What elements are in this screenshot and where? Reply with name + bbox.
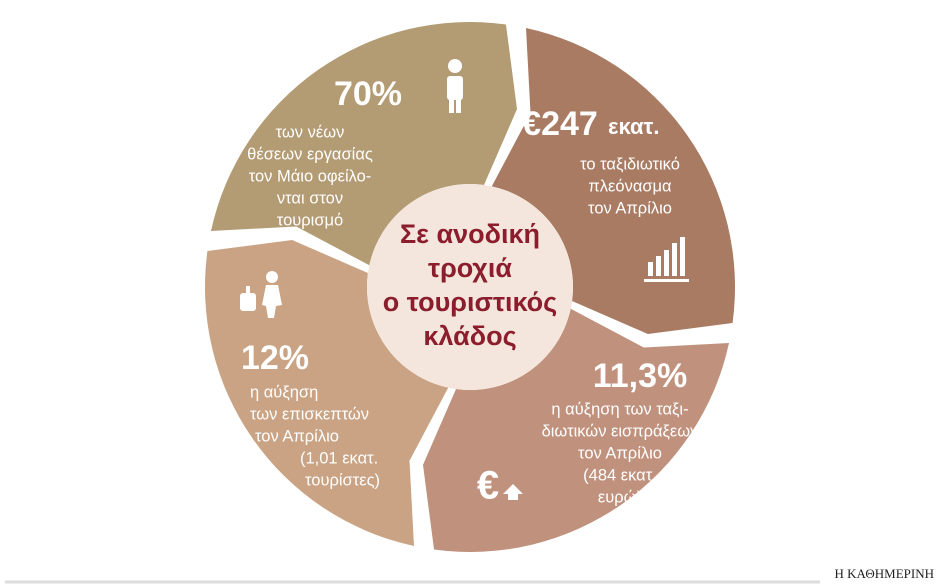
segment-line: πλεόνασμα: [588, 177, 672, 195]
title-line: Σε ανοδική: [400, 219, 540, 249]
segment: [205, 239, 449, 547]
segment-line: τον Μάιο οφείλο-: [249, 167, 372, 185]
svg-text:€: €: [477, 464, 499, 508]
title-line: κλάδος: [423, 321, 516, 351]
segment-line: των νέων: [276, 123, 345, 141]
center-disc: [367, 184, 573, 390]
segment-line: νται στον: [277, 189, 343, 207]
segment: [210, 21, 518, 266]
segment-line: τον Απρίλιο: [578, 444, 662, 462]
stat: 70%: [334, 75, 402, 113]
segment-line: η αύξηση: [250, 383, 318, 401]
brand: Η ΚΑΘΗΜΕΡΙΝΗ: [835, 566, 935, 581]
stat: 12%: [241, 339, 309, 377]
segment-line: τουρίστες): [305, 471, 380, 489]
title-line: ο τουριστικός: [383, 287, 557, 317]
segment-line: διωτικών εισπράξεων: [542, 422, 699, 440]
texts: Σε ανοδική τροχιά ο τουριστικός κλάδος 70% τω…: [241, 75, 698, 506]
euro-icon: €: [477, 464, 523, 508]
segment-line: τον Απρίλιο: [588, 199, 672, 217]
stat-unit: εκατ.: [608, 114, 659, 139]
segment-line: το ταξιδιωτικό: [580, 155, 680, 173]
segment-line: (484 εκατ.: [583, 466, 657, 484]
person-icon: [447, 59, 463, 113]
bars-icon: [644, 237, 689, 282]
title-line: τροχιά: [428, 253, 512, 283]
segment-line: (1,01 εκατ.: [300, 449, 378, 467]
segment-line: θέσεων εργασίας: [247, 145, 373, 163]
segment-line: τουρισμό: [277, 211, 343, 229]
segment-line: τον Απρίλιο: [255, 427, 339, 445]
segment-line: η αύξηση των ταξι-: [551, 400, 688, 418]
stat: €247: [522, 105, 598, 143]
segment-line: ευρώ): [598, 488, 642, 506]
stat: 11,3%: [593, 357, 688, 395]
segment-line: των επισκεπτών: [250, 405, 369, 423]
traveller-icon: [240, 271, 282, 318]
segment: [422, 308, 730, 552]
